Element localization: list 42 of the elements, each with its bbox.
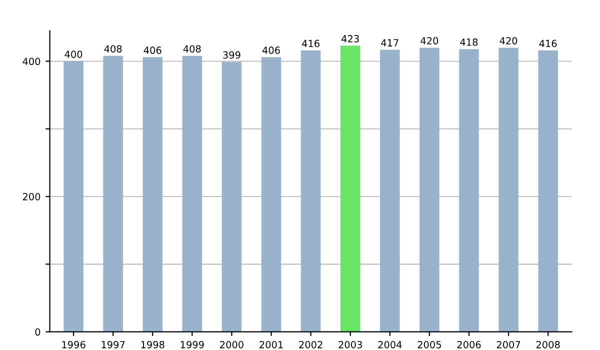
- data-label: 406: [144, 46, 162, 54]
- bar: [261, 57, 282, 332]
- y-tick-label: 400: [22, 58, 40, 66]
- x-tick-label: 1997: [102, 341, 125, 348]
- data-label: 399: [223, 51, 240, 59]
- data-label: 408: [104, 45, 122, 53]
- x-tick-label: 2002: [299, 341, 322, 348]
- x-tick-label: 1996: [62, 341, 86, 348]
- data-label: 417: [381, 39, 398, 46]
- bar: [459, 49, 479, 332]
- x-tick-label: 2001: [260, 341, 283, 348]
- x-tick-label: 2003: [338, 341, 362, 348]
- x-tick-label: 2004: [378, 341, 402, 348]
- data-label: 418: [460, 38, 478, 46]
- bar: [182, 56, 202, 332]
- y-tick-label: 0: [35, 328, 40, 336]
- data-label: 423: [342, 35, 359, 42]
- bar: [142, 57, 163, 332]
- data-label: 400: [64, 50, 82, 58]
- bar: [300, 50, 321, 332]
- data-label: 416: [539, 40, 557, 48]
- x-tick-label: 2000: [220, 341, 244, 348]
- x-tick-label: 2008: [536, 341, 560, 348]
- bar: [380, 50, 400, 332]
- x-tick-label: 1999: [180, 341, 204, 348]
- data-label: 420: [500, 37, 518, 44]
- bar: [420, 48, 440, 332]
- bar: [340, 46, 360, 332]
- x-tick-label: 1998: [141, 341, 164, 348]
- x-tick-label: 2007: [496, 341, 520, 348]
- bar: [103, 56, 123, 332]
- x-tick-label: 2005: [418, 341, 441, 348]
- bar: [64, 61, 84, 332]
- data-label: 408: [183, 45, 201, 53]
- bar: [538, 50, 558, 332]
- data-label: 406: [262, 46, 280, 54]
- x-tick-label: 2006: [457, 341, 481, 348]
- data-label: 420: [420, 37, 438, 44]
- bar: [498, 48, 518, 332]
- data-label: 416: [302, 40, 320, 48]
- bar: [222, 62, 242, 332]
- y-tick-label: 200: [22, 192, 40, 200]
